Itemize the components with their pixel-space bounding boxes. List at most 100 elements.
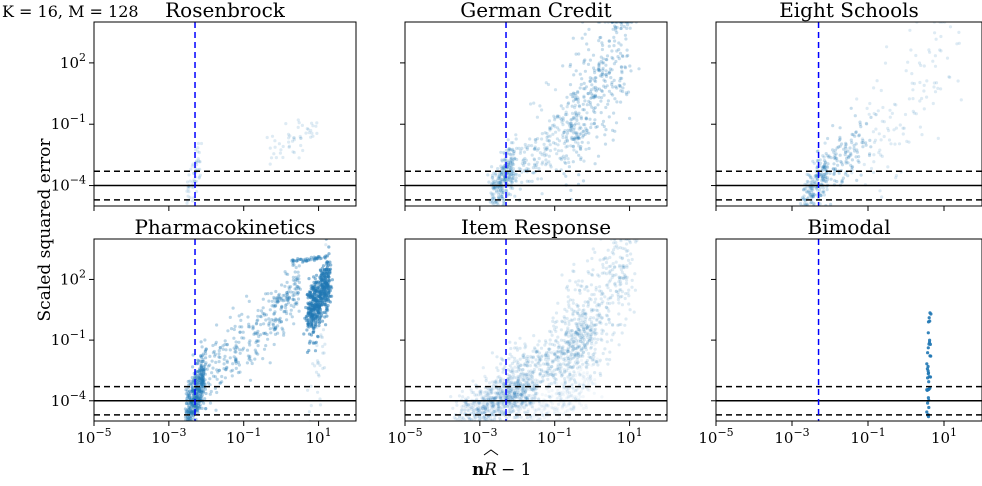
data-point [232, 336, 236, 340]
data-point [554, 407, 558, 411]
data-point [813, 174, 817, 178]
data-point [572, 148, 576, 152]
data-point [543, 362, 548, 366]
data-point [268, 308, 272, 312]
data-point [548, 395, 552, 399]
data-point [620, 71, 624, 75]
data-point [558, 350, 562, 354]
data-point [519, 167, 523, 171]
data-point [529, 377, 533, 381]
data-point [514, 400, 518, 404]
data-point [485, 415, 489, 419]
data-point [840, 178, 844, 182]
data-point [825, 154, 829, 158]
x-axis-label-rest: − 1 [501, 460, 531, 480]
data-point [464, 402, 468, 406]
data-point [283, 298, 287, 302]
data-point [552, 368, 556, 372]
data-point [487, 180, 491, 184]
data-point [196, 388, 200, 392]
data-point [535, 382, 539, 386]
data-point [262, 313, 266, 317]
data-point [482, 405, 486, 409]
data-point [451, 406, 455, 410]
data-point [558, 156, 562, 160]
data-point [218, 346, 222, 350]
data-point [508, 378, 512, 382]
data-point [593, 330, 597, 334]
data-point [822, 166, 826, 170]
data-point [582, 375, 586, 379]
data-point [569, 407, 573, 411]
data-point [581, 129, 585, 134]
data-point [304, 259, 308, 263]
data-point [561, 362, 566, 366]
data-point [585, 131, 589, 135]
data-point [518, 381, 522, 385]
data-point [271, 323, 275, 327]
data-point [310, 131, 314, 135]
data-point [187, 411, 191, 415]
data-point [196, 391, 200, 396]
data-point [301, 148, 305, 153]
data-point [502, 150, 506, 155]
data-point [289, 308, 293, 312]
data-point [614, 273, 618, 277]
data-point [484, 376, 488, 380]
data-point [514, 395, 518, 399]
data-point [518, 397, 522, 401]
data-point [512, 393, 516, 397]
data-point [191, 409, 195, 413]
data-point [497, 391, 501, 395]
data-point [523, 156, 527, 161]
data-point [613, 265, 617, 269]
data-point [218, 346, 222, 350]
data-point [328, 267, 333, 271]
data-point [307, 277, 311, 281]
data-point [599, 292, 604, 297]
data-point [479, 408, 483, 413]
data-point [497, 181, 501, 185]
data-point [293, 279, 297, 283]
data-point [578, 372, 582, 376]
data-point [560, 120, 564, 124]
data-point [191, 180, 195, 184]
x-tick-label: 101 [617, 426, 643, 447]
data-point [604, 260, 609, 265]
data-point [489, 388, 493, 392]
data-point [555, 418, 559, 421]
data-point [477, 418, 481, 421]
data-point [311, 134, 315, 138]
data-point [862, 162, 866, 167]
data-point [555, 381, 559, 386]
data-point [555, 115, 560, 119]
data-point [534, 350, 538, 354]
data-point [599, 99, 603, 103]
data-point [256, 344, 260, 348]
data-point [248, 325, 252, 329]
data-point [248, 354, 252, 358]
data-point [496, 401, 500, 405]
data-point [543, 405, 547, 409]
data-point [604, 105, 608, 110]
data-point [308, 293, 312, 297]
data-point [597, 95, 601, 99]
data-point [575, 331, 580, 336]
data-point [481, 407, 485, 411]
data-point [197, 359, 201, 363]
data-point [576, 328, 580, 332]
data-point [196, 387, 200, 391]
data-point [202, 381, 206, 385]
data-point [496, 408, 500, 412]
data-point [515, 346, 519, 350]
data-point [571, 144, 576, 148]
data-point [572, 363, 577, 367]
data-point [509, 156, 513, 160]
data-point [574, 352, 579, 356]
data-point [497, 210, 500, 213]
y-tick-label: 10−1 [51, 112, 86, 133]
data-point [291, 150, 295, 154]
data-point [518, 397, 522, 401]
data-point [568, 298, 573, 302]
data-point [611, 27, 615, 31]
